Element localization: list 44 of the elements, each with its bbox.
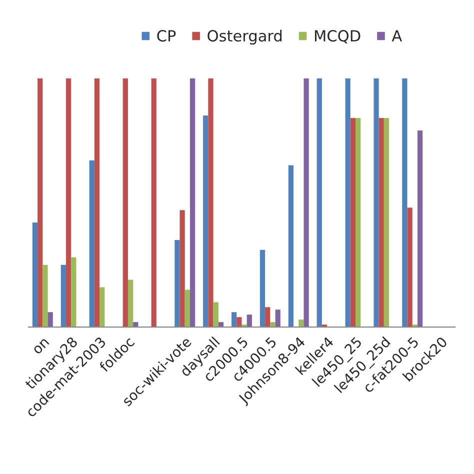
bar	[384, 118, 390, 328]
legend-label: A	[392, 30, 402, 42]
bar	[180, 210, 185, 328]
legend-label: CP	[157, 30, 176, 42]
bar	[100, 287, 105, 328]
bar	[71, 257, 76, 328]
bar	[122, 78, 128, 328]
bar	[316, 78, 322, 328]
bar	[236, 317, 242, 328]
bar	[208, 78, 214, 328]
bar	[42, 264, 48, 328]
bar	[418, 130, 423, 328]
bar	[275, 310, 280, 328]
bar	[48, 312, 53, 328]
bar	[232, 312, 237, 328]
bar	[128, 280, 134, 328]
bar	[407, 208, 412, 328]
bar	[298, 320, 304, 328]
bar	[374, 78, 379, 328]
bar	[203, 116, 208, 328]
bar	[38, 78, 43, 328]
bar	[246, 314, 252, 328]
bar	[89, 160, 94, 328]
legend-label: Ostergard	[208, 30, 282, 45]
bar	[213, 302, 218, 328]
bar	[60, 264, 66, 328]
bar	[402, 78, 408, 328]
bar	[350, 118, 356, 328]
bar	[378, 118, 384, 328]
bar	[66, 78, 72, 328]
bar	[288, 165, 294, 328]
bar	[304, 78, 309, 328]
bar	[265, 307, 270, 328]
bar	[190, 78, 196, 328]
bar	[32, 222, 38, 328]
bar	[151, 78, 156, 328]
bar	[345, 78, 350, 328]
bar	[184, 290, 190, 328]
bar	[260, 250, 266, 328]
legend-label: MCQD	[314, 30, 360, 44]
bar	[174, 240, 180, 328]
bar	[270, 322, 276, 328]
bar	[356, 118, 361, 328]
bar	[94, 78, 100, 328]
